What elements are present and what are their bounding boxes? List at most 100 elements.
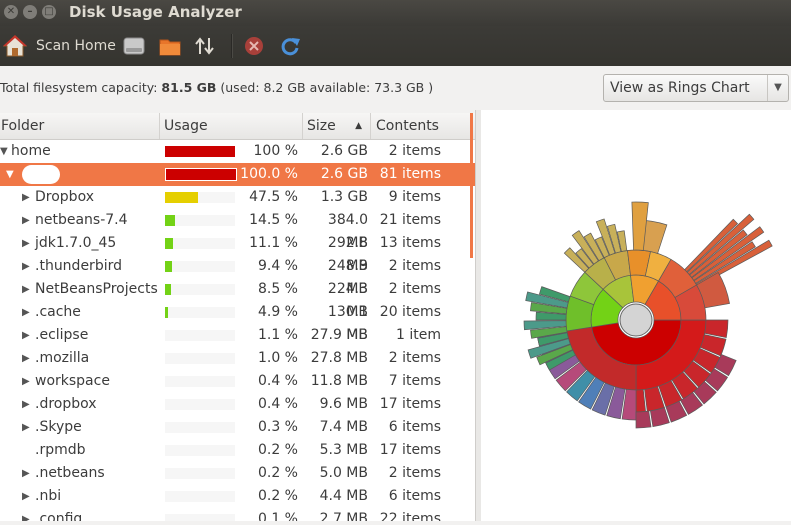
ring-segment[interactable] [538,286,571,303]
ring-segment[interactable] [537,332,569,347]
column-contents[interactable]: Contents [376,118,439,134]
ring-segment[interactable] [578,376,605,410]
tree-row[interactable]: ▶ .eclipse 1.1 % 27.9 MB 1 item [0,324,475,347]
ring-segment[interactable] [691,226,765,281]
ring-segment[interactable] [631,201,649,251]
tree-row[interactable]: .rpmdb 0.2 % 5.3 MB 17 items [0,439,475,462]
ring-segment[interactable] [536,344,574,366]
ring-segment[interactable] [714,354,737,377]
folder-tree[interactable]: Folder Usage Size ▲ Contents ▼ home 100 % 2… [0,113,475,521]
expander-closed-icon[interactable]: ▶ [22,376,30,387]
tree-row[interactable]: ▶ .cache 4.9 % 130.1 MB 20 items [0,301,475,343]
ring-segment[interactable] [696,272,730,309]
expander-closed-icon[interactable]: ▶ [22,307,30,318]
item-count: 9 items [388,189,441,205]
ring-center[interactable] [619,303,653,337]
expander-closed-icon[interactable]: ▶ [22,238,30,249]
ring-segment[interactable] [704,319,729,338]
ring-segment[interactable] [571,230,599,265]
stop-button[interactable] [243,33,265,59]
expander-closed-icon[interactable]: ▶ [22,261,30,272]
ring-segment[interactable] [525,291,569,309]
ring-segment[interactable] [616,230,628,252]
ring-segment[interactable] [671,371,699,400]
ring-segment[interactable] [575,248,594,269]
column-folder[interactable]: Folder [0,113,160,139]
ring-segment[interactable] [606,386,626,420]
usage-bar-fill [165,307,168,318]
scan-folder-button[interactable] [158,33,182,59]
ring-segment[interactable] [606,223,622,254]
expander-open-icon[interactable]: ▼ [0,146,8,157]
ring-segment[interactable] [680,392,703,415]
tree-header: Folder Usage Size ▲ Contents [0,113,475,140]
ring-segment[interactable] [693,241,756,284]
tree-row[interactable]: ▶ Dropbox 47.5 % 1.3 GB 9 items [0,186,475,209]
ring-segment[interactable] [555,361,587,392]
scan-home-button[interactable]: Scan Home [3,33,116,59]
expander-closed-icon[interactable]: ▶ [22,284,30,295]
tree-row[interactable]: ▶ .dropbox 0.4 % 9.6 MB 17 items [0,393,475,416]
tree-row[interactable]: ▶ .netbeans 0.2 % 5.0 MB 2 items [0,462,475,485]
tree-row-selected[interactable]: ▼ 100.0 % 2.6 GB 81 items [0,163,475,186]
ring-segment[interactable] [594,236,610,259]
refresh-button[interactable] [279,33,301,59]
tree-row[interactable]: ▶ .Skype 0.3 % 7.4 MB 6 items [0,416,475,439]
scan-remote-button[interactable] [194,33,216,59]
ring-segment[interactable] [595,218,616,256]
ring-segment[interactable] [563,247,590,273]
tree-row[interactable]: ▶ .mozilla 1.0 % 27.8 MB 2 items [0,347,475,370]
expander-closed-icon[interactable]: ▶ [22,399,30,410]
ring-segment[interactable] [693,381,717,405]
expander-open-icon[interactable]: ▼ [6,169,14,180]
expander-closed-icon[interactable]: ▶ [22,215,30,226]
expander-closed-icon[interactable]: ▶ [22,330,30,341]
ring-segment[interactable] [704,368,729,392]
ring-segment[interactable] [699,334,727,357]
tree-row[interactable]: ▶ .nbi 0.2 % 4.4 MB 6 items [0,485,475,508]
expander-closed-icon[interactable]: ▶ [22,468,30,479]
view-mode-select[interactable]: View as Rings Chart ▼ [603,74,789,102]
tree-row[interactable]: ▶ netbeans-7.4 14.5 % 384.0 MB 21 items [0,209,475,251]
ring-segment[interactable] [523,320,567,331]
scan-filesystem-button[interactable] [122,33,146,59]
rings-chart-pane[interactable] [481,110,791,521]
ring-segment[interactable] [591,382,615,416]
rings-chart[interactable] [481,110,791,521]
ring-segment[interactable] [649,407,670,428]
expander-closed-icon[interactable]: ▶ [22,491,30,502]
tree-row[interactable]: ▼ home 100 % 2.6 GB 2 items [0,140,475,163]
ring-segment[interactable] [635,389,647,413]
ring-segment[interactable] [689,229,748,278]
scroll-indicator[interactable] [470,113,473,258]
capacity-detail: (used: 8.2 GB available: 73.3 GB ) [216,80,434,95]
pane-divider[interactable] [475,110,482,521]
ring-segment[interactable] [527,338,571,359]
ring-segment[interactable] [686,213,755,276]
minimize-window-icon[interactable]: – [23,5,37,19]
ring-segment[interactable] [583,232,605,262]
ring-segment[interactable] [566,369,596,402]
expander-closed-icon[interactable]: ▶ [22,192,30,203]
ring-segment[interactable] [545,349,576,371]
ring-segment[interactable] [621,388,637,421]
column-usage[interactable]: Usage [160,113,303,139]
ring-segment[interactable] [530,302,568,315]
tree-row[interactable]: ▶ .thunderbird 9.4 % 248.9 MB 2 items [0,255,475,297]
expander-closed-icon[interactable]: ▶ [22,514,30,521]
tree-row[interactable]: ▶ .config 0.1 % 2.7 MB 22 items [0,508,475,521]
capacity-summary: Total filesystem capacity: 81.5 GB (used… [0,66,600,110]
tree-row[interactable]: ▶ jdk1.7.0_45 11.1 % 292.8 MB 13 items [0,232,475,274]
tree-row[interactable]: ▶ NetBeansProjects 8.5 % 224.3 MB 2 items [0,278,475,320]
ring-segment[interactable] [635,410,652,429]
ring-segment[interactable] [665,400,688,423]
ring-segment[interactable] [684,218,739,273]
expander-closed-icon[interactable]: ▶ [22,422,30,433]
column-size[interactable]: Size ▲ [303,113,371,139]
tree-row[interactable]: ▶ workspace 0.4 % 11.8 MB 7 items [0,370,475,393]
maximize-window-icon[interactable]: □ [42,5,56,19]
ring-segment[interactable] [530,326,568,339]
ring-segment[interactable] [535,311,567,321]
expander-closed-icon[interactable]: ▶ [22,353,30,364]
close-window-icon[interactable]: ✕ [4,5,18,19]
